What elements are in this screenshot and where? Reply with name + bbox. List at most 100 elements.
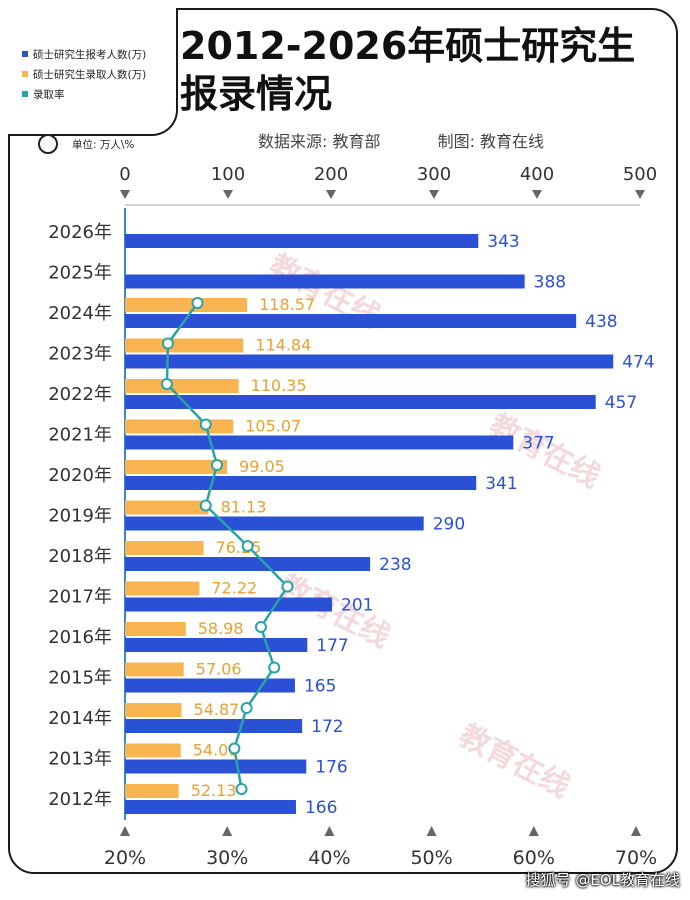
admitted-bar bbox=[125, 379, 239, 393]
admitted-bar bbox=[125, 338, 244, 353]
applicant-value-label: 238 bbox=[379, 555, 411, 575]
applicant-bar bbox=[125, 516, 424, 531]
rate-point bbox=[161, 337, 174, 350]
bottom-tick-marker bbox=[631, 826, 641, 836]
applicant-bar bbox=[125, 234, 479, 248]
admitted-bar bbox=[125, 622, 186, 636]
applicant-bar bbox=[125, 638, 308, 652]
applicant-bar bbox=[125, 719, 303, 733]
applicant-value-label: 341 bbox=[485, 474, 517, 494]
admitted-value-label: 114.84 bbox=[255, 336, 311, 355]
admitted-bar bbox=[125, 298, 248, 312]
applicant-bar bbox=[125, 597, 333, 612]
unit-label: 单位: 万人\% bbox=[38, 134, 134, 154]
rate-point bbox=[228, 742, 241, 755]
applicant-value-label: 457 bbox=[605, 393, 637, 413]
watermark-text: 教育在线 bbox=[453, 718, 575, 805]
top-tick-marker bbox=[326, 190, 336, 199]
legend-label: 硕士研究生录取人数(万) bbox=[33, 68, 147, 81]
admitted-bar bbox=[125, 662, 184, 677]
bottom-tick-label: 50% bbox=[410, 847, 452, 869]
year-label: 2024年 bbox=[48, 303, 112, 324]
legend-item: 录取率 bbox=[22, 84, 146, 104]
applicant-value-label: 201 bbox=[341, 596, 373, 616]
admitted-value-label: 81.13 bbox=[221, 498, 267, 517]
rate-point bbox=[240, 702, 253, 714]
rate-point bbox=[254, 621, 267, 633]
top-tick-label: 300 bbox=[417, 164, 451, 185]
top-tick-label: 500 bbox=[623, 164, 657, 185]
admitted-bar bbox=[125, 500, 209, 515]
applicant-bar bbox=[125, 354, 614, 369]
legend-swatch bbox=[22, 51, 28, 57]
admitted-value-label: 58.98 bbox=[198, 619, 244, 638]
year-label: 2017年 bbox=[48, 587, 112, 608]
bottom-tick-marker bbox=[528, 826, 539, 836]
admitted-bar bbox=[125, 541, 204, 555]
year-label: 2022年 bbox=[48, 384, 112, 405]
rate-point bbox=[281, 580, 294, 593]
year-label: 2025年 bbox=[48, 263, 112, 284]
applicant-value-label: 474 bbox=[622, 353, 654, 373]
applicant-value-label: 165 bbox=[304, 677, 336, 697]
admitted-value-label: 72.22 bbox=[211, 579, 257, 598]
year-label: 2026年 bbox=[48, 222, 112, 243]
applicant-value-label: 438 bbox=[585, 312, 617, 332]
unit-text: 单位: 万人\% bbox=[72, 138, 135, 151]
legend: 硕士研究生报考人数(万) 硕士研究生录取人数(万) 录取率 bbox=[22, 44, 146, 104]
rate-point bbox=[210, 459, 223, 471]
rate-point bbox=[160, 378, 173, 390]
top-tick-label: 200 bbox=[314, 164, 348, 185]
rate-point bbox=[199, 418, 212, 431]
source-info: 数据来源: 教育部 制图: 教育在线 bbox=[258, 128, 596, 152]
year-label: 2013年 bbox=[48, 749, 112, 770]
top-tick-label: 0 bbox=[119, 164, 130, 185]
admitted-bar bbox=[125, 460, 228, 474]
year-label: 2016年 bbox=[48, 627, 112, 648]
bottom-tick-label: 40% bbox=[308, 847, 350, 869]
legend-swatch bbox=[22, 91, 28, 97]
rate-point bbox=[241, 540, 254, 552]
applicant-bar bbox=[125, 476, 477, 490]
applicant-bar bbox=[125, 274, 525, 289]
chart-maker: 制图: 教育在线 bbox=[437, 132, 545, 151]
applicant-value-label: 290 bbox=[433, 515, 465, 535]
admitted-bar bbox=[125, 419, 234, 434]
rate-point bbox=[191, 297, 204, 309]
year-label: 2015年 bbox=[48, 668, 112, 689]
admitted-bar bbox=[125, 703, 182, 717]
applicant-bar bbox=[125, 314, 577, 328]
applicant-value-label: 343 bbox=[487, 232, 519, 252]
admitted-value-label: 57.06 bbox=[196, 660, 242, 679]
top-tick-label: 100 bbox=[211, 164, 245, 185]
credit-text: 搜狐号 @EOL教育在线 bbox=[525, 871, 680, 889]
year-label: 2021年 bbox=[48, 425, 112, 446]
admitted-value-label: 54.87 bbox=[194, 700, 240, 719]
applicant-bar bbox=[125, 435, 514, 450]
admitted-value-label: 54.09 bbox=[193, 741, 239, 760]
admitted-value-label: 118.57 bbox=[259, 295, 315, 314]
applicant-bar bbox=[125, 395, 596, 409]
unit-circle-icon bbox=[38, 134, 58, 154]
rate-point bbox=[235, 783, 248, 795]
bottom-tick-marker bbox=[426, 826, 437, 836]
data-source: 数据来源: 教育部 bbox=[258, 132, 381, 151]
legend-panel: 硕士研究生报考人数(万) 硕士研究生录取人数(万) 录取率 bbox=[8, 8, 178, 136]
year-label: 2018年 bbox=[48, 546, 112, 567]
applicant-bar bbox=[125, 678, 295, 693]
top-tick-label: 400 bbox=[520, 164, 554, 185]
legend-label: 硕士研究生报考人数(万) bbox=[33, 48, 147, 61]
top-tick-marker bbox=[635, 190, 645, 199]
applicant-bar bbox=[125, 800, 296, 814]
admitted-value-label: 52.13 bbox=[191, 781, 237, 800]
applicant-bar bbox=[125, 759, 307, 774]
admitted-bar bbox=[125, 743, 181, 758]
title-line-2: 报录情况 bbox=[180, 72, 333, 116]
admitted-bar bbox=[125, 784, 179, 798]
legend-label: 录取率 bbox=[33, 88, 65, 101]
title-line-1: 2012-2026年硕士研究生 bbox=[180, 24, 636, 68]
year-label: 2012年 bbox=[48, 789, 112, 810]
rate-point bbox=[268, 661, 281, 674]
bottom-tick-label: 20% bbox=[104, 847, 146, 869]
top-tick-marker bbox=[429, 190, 439, 199]
